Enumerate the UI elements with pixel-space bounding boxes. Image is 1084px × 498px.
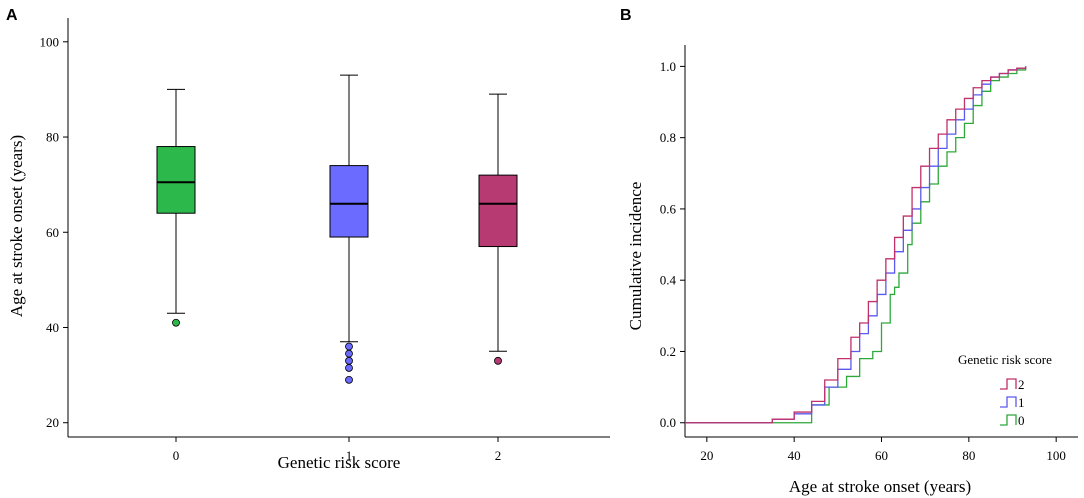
panel-b-x-ticks: 20 40 60 80 100 [700,437,1066,463]
iqr-box [156,146,196,214]
y-tick-label: 40 [46,320,59,335]
x-tick-label: 20 [700,448,713,463]
iqr-box [478,174,518,248]
legend-label-2: 2 [1018,377,1025,392]
outlier-point [345,375,353,384]
y-tick-label: 100 [40,34,60,49]
panel-a-label: A [6,7,18,24]
box-group-1 [329,74,369,384]
y-tick-label: 80 [46,130,59,145]
legend-items: 2 1 0 [1000,377,1025,428]
y-tick-label: 0.4 [660,273,677,288]
y-tick-label: 0.2 [660,344,676,359]
panel-b-legend: Genetic risk score 2 1 0 [958,352,1052,428]
panel-a-box-plot: A 20 40 60 80 100 0 1 2 Genetic risk score Age… [6,7,610,472]
y-tick-label: 0.6 [660,201,677,216]
panel-b-label: B [620,7,632,24]
iqr-box [329,165,369,238]
panel-a-x-ticks: 0 1 2 [173,437,502,463]
box-group-2 [478,93,518,365]
x-tick-label: 60 [875,448,888,463]
x-tick-label: 40 [788,448,801,463]
legend-label-0: 0 [1018,413,1025,428]
outlier-point [172,318,180,327]
x-tick-label: 100 [1046,448,1066,463]
series-line-2 [685,66,1027,424]
outlier-point [345,356,353,365]
panel-b-line-chart: B 0.00.20.40.60.81.0 20 40 60 80 100 Age at … [620,7,1078,496]
y-tick-label: 0.8 [660,130,676,145]
panel-a-y-label: Age at stroke onset (years) [7,135,26,317]
x-tick-label: 0 [173,448,180,463]
y-tick-label: 0.0 [660,415,676,430]
panel-a-boxes [156,74,518,384]
panel-a-x-label: Genetic risk score [278,453,401,472]
outlier-point [494,356,502,365]
x-tick-label: 1 [346,448,353,463]
x-tick-label: 80 [962,448,975,463]
panel-a-y-ticks: 20 40 60 80 100 [40,34,68,430]
panel-b-series [685,66,1027,424]
legend-swatch-0 [1000,414,1017,426]
legend-label-1: 1 [1018,395,1025,410]
legend-swatch-2 [1000,378,1017,390]
panel-b-y-ticks: 0.0 0.2 0.4 0.6 0.8 1.0 [660,59,685,430]
series-line-0 [685,66,1027,424]
box-group-0 [156,88,196,327]
y-tick-label: 1.0 [660,59,676,74]
y-tick-label: 20 [46,415,59,430]
series-line-1 [685,66,1027,424]
panel-b-y-label: Cumulative incidence [626,182,645,331]
outlier-point [345,349,353,358]
panel-b-x-label: Age at stroke onset (years) [789,477,971,496]
legend-title: Genetic risk score [958,352,1052,367]
x-tick-label: 2 [495,448,502,463]
outlier-point [345,364,353,372]
outlier-point [345,342,353,351]
legend-swatch-1 [1000,396,1017,408]
y-tick-label: 60 [46,225,59,240]
